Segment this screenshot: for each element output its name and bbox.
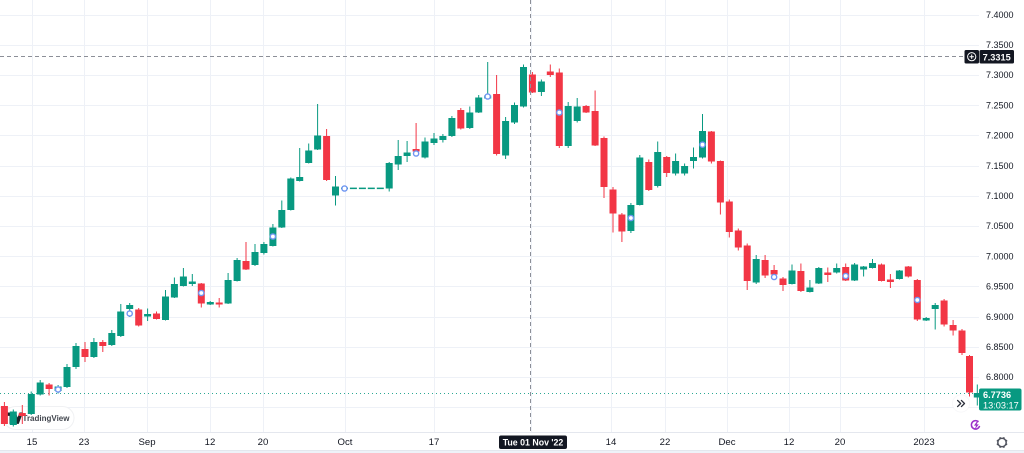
svg-text:7.0500: 7.0500 [986,221,1014,231]
svg-text:7.3500: 7.3500 [986,40,1014,50]
svg-text:7.2500: 7.2500 [986,100,1014,110]
svg-text:20: 20 [835,437,846,448]
svg-text:14: 14 [606,437,617,448]
svg-text:17: 17 [429,437,440,448]
svg-text:7.3315: 7.3315 [983,53,1011,63]
svg-text:23: 23 [79,437,90,448]
svg-text:Oct: Oct [338,437,353,448]
svg-text:15: 15 [27,437,38,448]
svg-text:7.0000: 7.0000 [986,251,1014,261]
svg-text:TradingView: TradingView [23,414,71,423]
svg-text:7.3000: 7.3000 [986,70,1014,80]
svg-text:6.9000: 6.9000 [986,312,1014,322]
svg-text:13:03:17: 13:03:17 [983,400,1019,410]
svg-text:20: 20 [258,437,269,448]
svg-text:7.1500: 7.1500 [986,161,1014,171]
svg-text:22: 22 [660,437,671,448]
svg-text:7.1000: 7.1000 [986,191,1014,201]
svg-text:6.9500: 6.9500 [986,282,1014,292]
svg-text:6.7736: 6.7736 [983,390,1011,400]
svg-text:Sep: Sep [138,437,155,448]
svg-text:6.8500: 6.8500 [986,342,1014,352]
svg-text:2023: 2023 [913,437,934,448]
svg-text:Dec: Dec [718,437,735,448]
svg-text:Tue 01 Nov '22: Tue 01 Nov '22 [503,438,564,448]
svg-text:6.8000: 6.8000 [986,372,1014,382]
svg-text:7.2000: 7.2000 [986,131,1014,141]
svg-text:12: 12 [205,437,216,448]
svg-text:12: 12 [784,437,795,448]
svg-text:7.4000: 7.4000 [986,10,1014,20]
